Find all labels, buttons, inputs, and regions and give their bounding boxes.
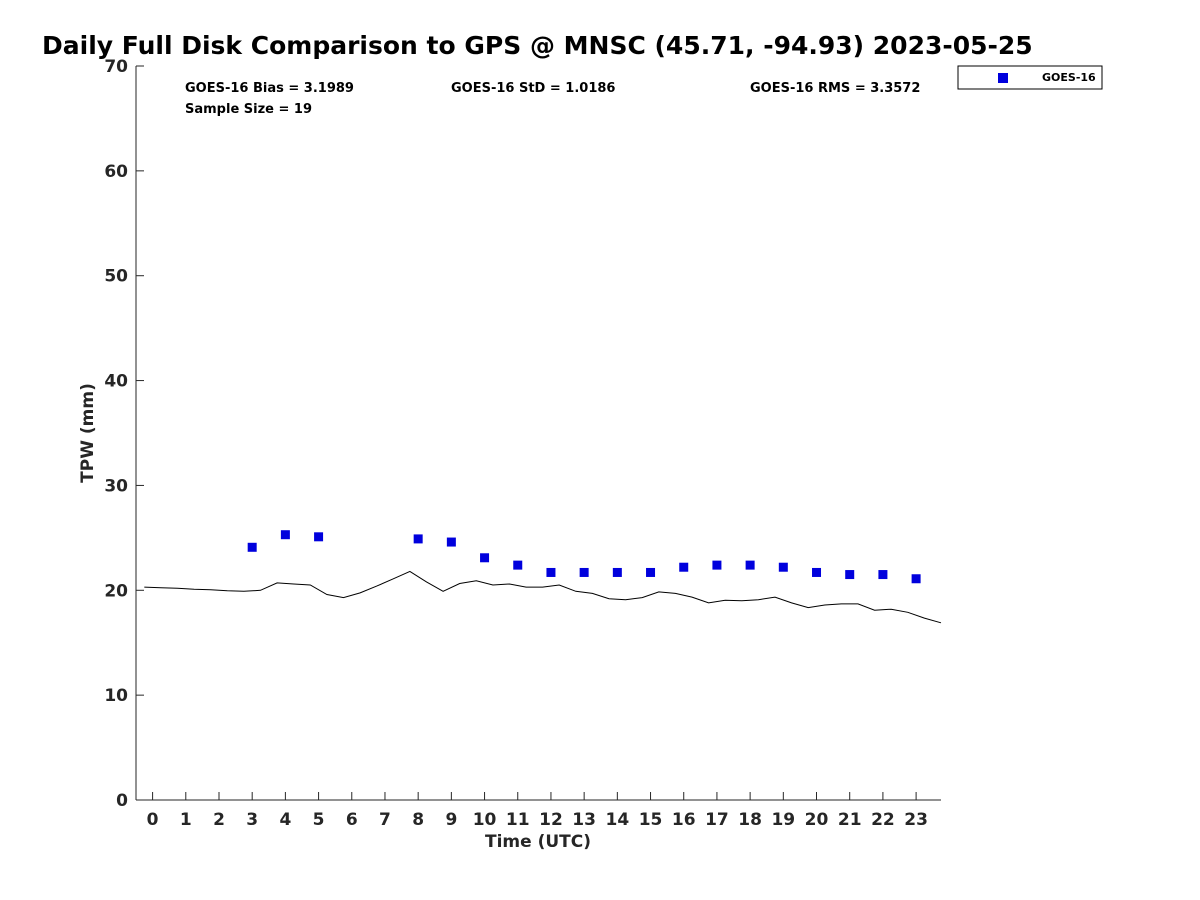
x-tick-label-10: 10	[473, 810, 497, 830]
chart-title: Daily Full Disk Comparison to GPS @ MNSC…	[42, 31, 1033, 60]
y-axis-label: TPW (mm)	[78, 383, 98, 483]
goes16-point	[579, 567, 589, 577]
y-tick-label-70: 70	[104, 57, 128, 77]
legend-box	[957, 65, 1103, 90]
x-tick-label-9: 9	[445, 810, 457, 830]
y-tick-label-60: 60	[104, 162, 128, 182]
goes16-point	[712, 560, 722, 570]
x-tick-label-17: 17	[705, 810, 729, 830]
x-tick-label-22: 22	[871, 810, 895, 830]
x-tick-label-16: 16	[672, 810, 696, 830]
goes16-point	[513, 560, 523, 570]
x-tick-label-19: 19	[771, 810, 795, 830]
x-tick-label-8: 8	[412, 810, 424, 830]
y-tick-label-10: 10	[104, 686, 128, 706]
x-tick-label-20: 20	[805, 810, 829, 830]
goes16-point	[546, 567, 556, 577]
goes16-point	[480, 553, 490, 563]
std-stat: GOES-16 StD = 1.0186	[451, 81, 615, 96]
x-tick-label-12: 12	[539, 810, 563, 830]
goes16-point	[612, 567, 622, 577]
goes16-point	[247, 542, 257, 552]
legend-marker-goes16	[998, 73, 1008, 83]
sample-size-stat: Sample Size = 19	[185, 102, 312, 117]
x-tick-label-0: 0	[147, 810, 159, 830]
x-tick-label-1: 1	[180, 810, 192, 830]
x-tick-label-15: 15	[639, 810, 663, 830]
gps-line	[144, 570, 942, 624]
x-axis: 0 1 2 3 4 5 6 7 8 9 10 11 12 13 14 15 16 17 18 19 20 21 22 23	[147, 792, 928, 830]
x-tick-label-6: 6	[346, 810, 358, 830]
x-tick-label-2: 2	[213, 810, 225, 830]
goes16-point	[314, 532, 324, 542]
bias-stat: GOES-16 Bias = 3.1989	[185, 81, 354, 96]
legend: GOES-16	[957, 65, 1103, 90]
goes16-point	[646, 567, 656, 577]
x-tick-label-13: 13	[572, 810, 596, 830]
goes16-point	[679, 562, 689, 572]
y-tick-label-20: 20	[104, 581, 128, 601]
goes16-point	[845, 570, 855, 580]
y-tick-label-30: 30	[104, 476, 128, 496]
y-axis: 0 10 20 30 40 50 60 70	[104, 57, 144, 811]
goes16-point	[878, 570, 888, 580]
x-tick-label-21: 21	[838, 810, 862, 830]
x-tick-label-5: 5	[313, 810, 325, 830]
goes16-point	[911, 574, 921, 584]
y-tick-label-0: 0	[116, 791, 128, 811]
goes16-point	[413, 534, 423, 544]
goes16-point	[280, 530, 290, 540]
plot-area	[144, 530, 942, 624]
goes16-point	[778, 562, 788, 572]
x-axis-label: Time (UTC)	[485, 832, 591, 852]
x-tick-label-4: 4	[279, 810, 291, 830]
y-tick-label-50: 50	[104, 267, 128, 287]
x-tick-label-23: 23	[904, 810, 928, 830]
goes16-point	[812, 567, 822, 577]
goes16-point	[745, 560, 755, 570]
y-tick-label-40: 40	[104, 372, 128, 392]
x-tick-label-18: 18	[738, 810, 762, 830]
x-tick-label-3: 3	[246, 810, 258, 830]
rms-stat: GOES-16 RMS = 3.3572	[750, 81, 920, 96]
plot-axes	[135, 66, 941, 801]
x-tick-label-11: 11	[506, 810, 530, 830]
x-tick-label-7: 7	[379, 810, 391, 830]
x-tick-label-14: 14	[606, 810, 630, 830]
legend-label-goes16: GOES-16	[1042, 71, 1096, 84]
goes16-point	[446, 537, 456, 547]
